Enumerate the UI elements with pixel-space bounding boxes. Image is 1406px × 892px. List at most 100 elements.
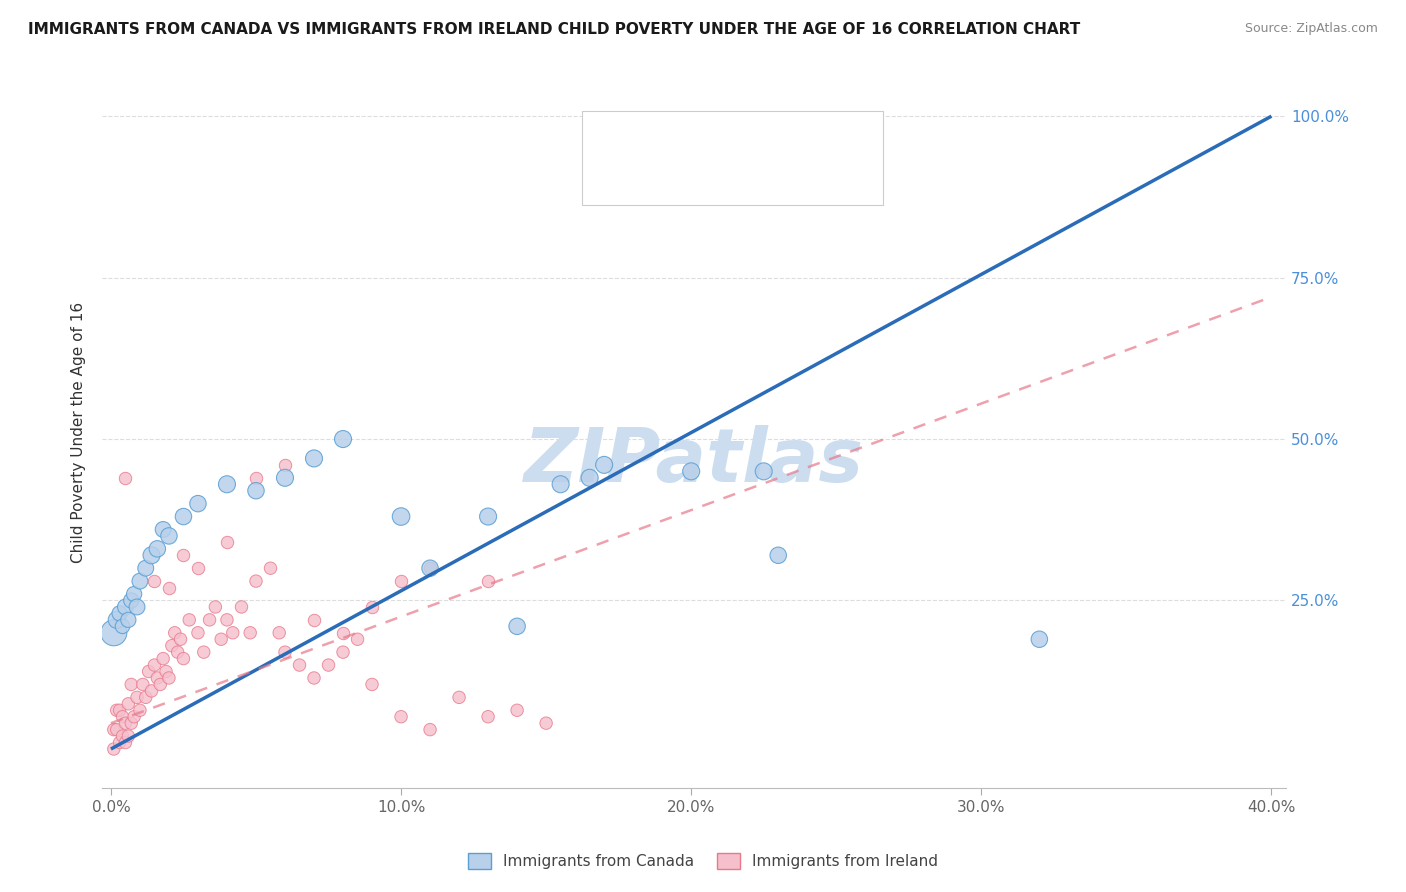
Point [120, 716, 142, 731]
Point [155, 665, 177, 679]
Point [129, 574, 152, 588]
Point [120, 677, 142, 691]
Point [578, 471, 600, 485]
Point [768, 549, 790, 563]
Point [114, 471, 136, 485]
Point [477, 509, 499, 524]
Point [169, 632, 191, 647]
Point [198, 613, 221, 627]
Point [274, 471, 297, 485]
Point [245, 471, 267, 485]
Point [239, 625, 262, 640]
Point [149, 677, 172, 691]
Point [419, 561, 441, 575]
Point [117, 729, 139, 743]
Point [179, 613, 201, 627]
Point [1028, 632, 1050, 647]
Point [122, 710, 145, 724]
Point [593, 458, 616, 472]
Point [152, 651, 174, 665]
Point [215, 535, 238, 549]
Point [117, 697, 139, 711]
Point [506, 619, 529, 633]
Point [477, 574, 499, 588]
Point [108, 735, 131, 749]
Point [157, 581, 180, 595]
Point [215, 477, 238, 491]
Point [332, 625, 354, 640]
Point [302, 451, 325, 466]
Point [209, 632, 232, 647]
Point [172, 651, 194, 665]
Point [135, 561, 157, 575]
Point [103, 742, 125, 756]
Point [172, 509, 194, 524]
Point [534, 716, 557, 731]
Point [245, 574, 267, 588]
Legend: R =  0.601   N = 34, R =  0.321   N = 58: R = 0.601 N = 34, R = 0.321 N = 58 [603, 129, 830, 190]
Point [681, 464, 703, 478]
Point [114, 735, 136, 749]
Point [222, 625, 245, 640]
Point [389, 509, 412, 524]
Point [111, 710, 134, 724]
Point [105, 613, 128, 627]
Point [259, 561, 281, 575]
Point [550, 477, 572, 491]
Text: ZIPatlas: ZIPatlas [524, 425, 865, 498]
Point [114, 716, 136, 731]
Point [157, 671, 180, 685]
Point [389, 574, 412, 588]
Point [449, 690, 471, 705]
Point [141, 684, 163, 698]
Text: IMMIGRANTS FROM CANADA VS IMMIGRANTS FROM IRELAND CHILD POVERTY UNDER THE AGE OF: IMMIGRANTS FROM CANADA VS IMMIGRANTS FRO… [28, 22, 1080, 37]
Point [419, 723, 441, 737]
Point [506, 703, 529, 717]
Point [125, 599, 148, 614]
Point [361, 599, 384, 614]
Point [120, 593, 142, 607]
Point [318, 658, 340, 673]
Point [111, 619, 134, 633]
Point [193, 645, 215, 659]
Y-axis label: Child Poverty Under the Age of 16: Child Poverty Under the Age of 16 [72, 302, 86, 563]
Point [269, 625, 291, 640]
Point [187, 497, 209, 511]
Point [477, 710, 499, 724]
Point [103, 723, 125, 737]
Point [332, 432, 354, 446]
Point [187, 625, 209, 640]
Point [419, 561, 441, 575]
Point [187, 561, 209, 575]
Point [122, 587, 145, 601]
Point [129, 703, 152, 717]
Point [146, 541, 169, 556]
Point [108, 703, 131, 717]
Point [288, 658, 311, 673]
FancyBboxPatch shape [582, 111, 883, 205]
Point [215, 613, 238, 627]
Point [141, 549, 163, 563]
Legend: Immigrants from Canada, Immigrants from Ireland: Immigrants from Canada, Immigrants from … [461, 847, 945, 875]
Point [157, 529, 180, 543]
Point [135, 690, 157, 705]
Point [125, 690, 148, 705]
Point [274, 458, 297, 472]
Point [346, 632, 368, 647]
Point [111, 729, 134, 743]
Point [108, 607, 131, 621]
Point [332, 645, 354, 659]
Point [245, 483, 267, 498]
Text: Source: ZipAtlas.com: Source: ZipAtlas.com [1244, 22, 1378, 36]
Point [105, 723, 128, 737]
Point [117, 613, 139, 627]
Point [302, 613, 325, 627]
Point [274, 645, 297, 659]
Point [105, 703, 128, 717]
Point [172, 549, 194, 563]
Point [143, 658, 166, 673]
Point [163, 625, 186, 640]
Point [132, 677, 155, 691]
Point [160, 639, 183, 653]
Point [138, 665, 160, 679]
